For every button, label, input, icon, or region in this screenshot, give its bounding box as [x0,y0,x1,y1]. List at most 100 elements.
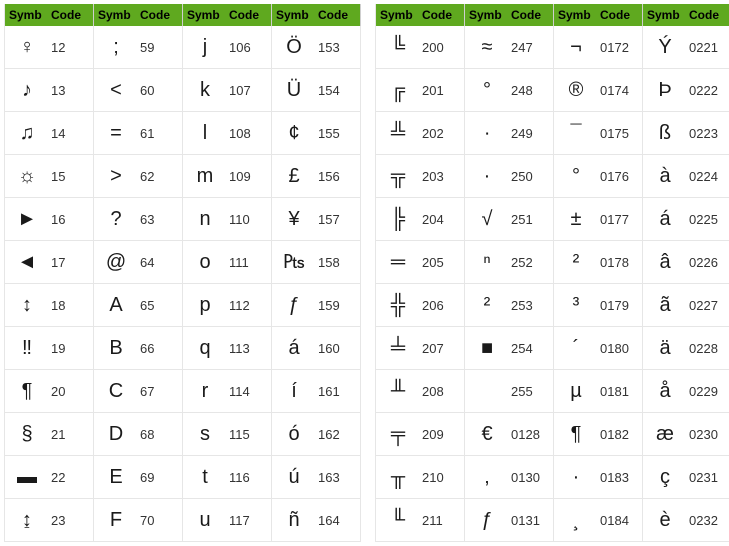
header-symb: Symb [465,8,509,22]
code-cell: 0180 [598,341,642,356]
code-cell: 0181 [598,384,642,399]
header-code: Code [509,8,553,22]
table-row: ‚0130 [465,456,554,499]
symbol-cell: o [183,251,227,274]
code-cell: 0174 [598,83,642,98]
symbol-cell: @ [94,251,138,274]
table-row: ◄17 [4,241,94,284]
symbol-cell: ® [554,79,598,102]
symbol-cell: ä [643,337,687,360]
code-cell: 208 [420,384,464,399]
table-row: D68 [94,413,183,456]
table-row: r114 [183,370,272,413]
symbol-cell: § [5,423,49,446]
symbol-cell: ╙ [376,509,420,532]
code-cell: 23 [49,513,93,528]
code-cell: 0175 [598,126,642,141]
symbol-cell: k [183,79,227,102]
symbol-cell: ã [643,294,687,317]
code-cell: 154 [316,83,360,98]
table-row: €0128 [465,413,554,456]
column-header: SymbCode [94,4,183,26]
column-pair: SymbCode♀12♪13♫14☼15►16◄17↕18‼19¶20§21▬2… [4,4,94,542]
code-cell: 0225 [687,212,729,227]
symbol-cell: ƒ [272,294,316,317]
symbol-cell: ‼ [5,337,49,360]
table-row: ∙249 [465,112,554,155]
column-pair: SymbCode╚200╔201╩202╦203╠204═205╬206╧207… [375,4,465,542]
symbol-cell: ² [465,294,509,317]
table-row: ☼15 [4,155,94,198]
column-pair: SymbCode;59<60=61>62?63@64A65B66C67D68E6… [94,4,183,542]
code-cell: 15 [49,169,93,184]
column-header: SymbCode [375,4,465,26]
code-cell: 207 [420,341,464,356]
symbol-cell: ¸ [554,509,598,532]
symbol-cell: ƒ [465,509,509,532]
table-row: ·0183 [554,456,643,499]
symbol-cell: ▬ [5,466,49,489]
code-cell: 162 [316,427,360,442]
table-row: á160 [272,327,361,370]
table-row: F70 [94,499,183,542]
code-cell: 21 [49,427,93,442]
table-row: ╥210 [375,456,465,499]
symbol-cell: E [94,466,138,489]
code-cell: 0232 [687,513,729,528]
table-row: ♪13 [4,69,94,112]
table-row: Ý0221 [643,26,729,69]
code-cell: 0178 [598,255,642,270]
header-symb: Symb [272,8,316,22]
symbol-cell: ► [5,208,49,231]
code-cell: 0229 [687,384,729,399]
symbol-cell: n [183,208,227,231]
symbol-cell: ═ [376,251,420,274]
table-row: °248 [465,69,554,112]
table-row: §21 [4,413,94,456]
table-row: t116 [183,456,272,499]
table-row: q113 [183,327,272,370]
table-row: o111 [183,241,272,284]
header-code: Code [598,8,642,22]
symbol-cell: ≈ [465,36,509,59]
table-row: ►16 [4,198,94,241]
table-row: E69 [94,456,183,499]
code-cell: 114 [227,384,271,399]
table-row: ä0228 [643,327,729,370]
table-row: ã0227 [643,284,729,327]
symbol-cell: F [94,509,138,532]
code-cell: 111 [227,255,271,270]
code-cell: 211 [420,513,464,528]
table-row: ↨23 [4,499,94,542]
table-row: ¯0175 [554,112,643,155]
code-cell: 201 [420,83,464,98]
symbol-cell: ♪ [5,79,49,102]
table-row: µ0181 [554,370,643,413]
code-cell: 64 [138,255,182,270]
table-row: ³0179 [554,284,643,327]
table-row: ╙211 [375,499,465,542]
symbol-cell: p [183,294,227,317]
code-cell: 16 [49,212,93,227]
code-cell: 0228 [687,341,729,356]
table-row: ²0178 [554,241,643,284]
table-row: ♀12 [4,26,94,69]
symbol-cell: ´ [554,337,598,360]
table-row: <60 [94,69,183,112]
code-cell: 0230 [687,427,729,442]
code-cell: 0221 [687,40,729,55]
symbol-cell: t [183,466,227,489]
table-row: ╤209 [375,413,465,456]
symbol-cell: ╩ [376,122,420,145]
symbol-cell: Ü [272,79,316,102]
table-row: Ö153 [272,26,361,69]
table-row: ↕18 [4,284,94,327]
code-cell: 116 [227,470,271,485]
table-row: =61 [94,112,183,155]
code-cell: 68 [138,427,182,442]
code-cell: 0128 [509,427,553,442]
code-cell: 14 [49,126,93,141]
symbol-cell: ☼ [5,165,49,188]
table-row: å0229 [643,370,729,413]
symbol-cell: í [272,380,316,403]
